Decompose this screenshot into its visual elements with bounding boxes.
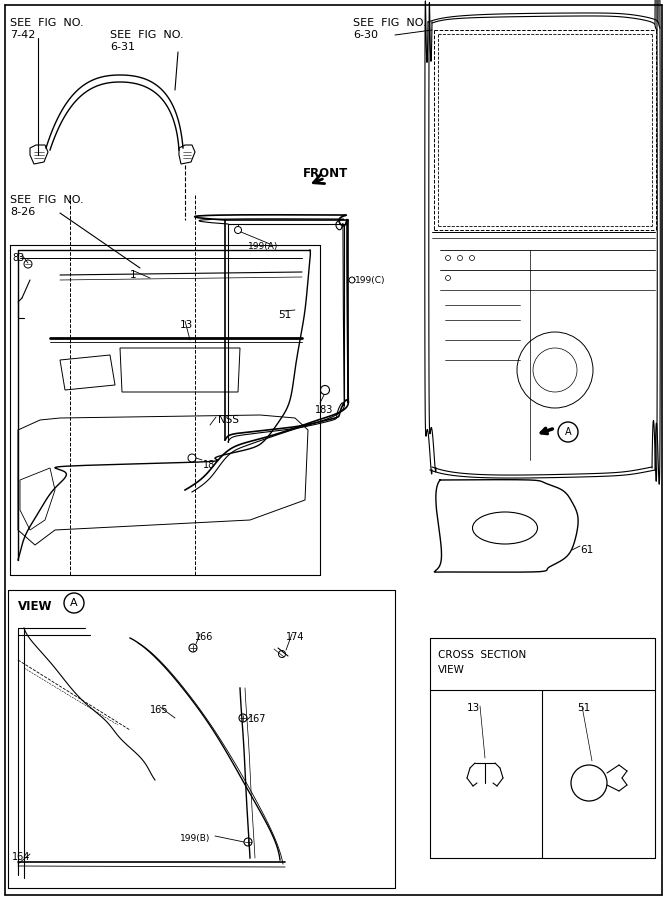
Text: FRONT: FRONT — [303, 167, 348, 180]
Text: CROSS  SECTION: CROSS SECTION — [438, 650, 526, 660]
Text: 18: 18 — [203, 460, 215, 470]
Text: 199(A): 199(A) — [248, 242, 278, 251]
Text: SEE  FIG  NO.: SEE FIG NO. — [10, 195, 83, 205]
Text: 7-42: 7-42 — [10, 30, 35, 40]
Text: 51: 51 — [278, 310, 291, 320]
Text: 165: 165 — [150, 705, 169, 715]
Text: 6-31: 6-31 — [110, 42, 135, 52]
Text: 166: 166 — [195, 632, 213, 642]
Text: 8-26: 8-26 — [10, 207, 35, 217]
Text: 13: 13 — [467, 703, 480, 713]
Text: 6-30: 6-30 — [353, 30, 378, 40]
Text: 13: 13 — [180, 320, 193, 330]
Text: NSS: NSS — [218, 415, 239, 425]
Text: 174: 174 — [286, 632, 305, 642]
Text: 167: 167 — [248, 714, 267, 724]
Text: 1: 1 — [130, 270, 137, 280]
Text: 61: 61 — [580, 545, 593, 555]
Text: 183: 183 — [315, 405, 334, 415]
Text: 51: 51 — [577, 703, 590, 713]
Text: 164: 164 — [12, 852, 31, 862]
Text: VIEW: VIEW — [438, 665, 465, 675]
Text: 83: 83 — [12, 253, 24, 263]
Text: A: A — [70, 598, 78, 608]
Text: 199(B): 199(B) — [180, 834, 210, 843]
Text: SEE  FIG  NO.: SEE FIG NO. — [110, 30, 183, 40]
Text: 199(C): 199(C) — [355, 276, 386, 285]
Text: SEE  FIG  NO.: SEE FIG NO. — [10, 18, 83, 28]
Text: SEE  FIG  NO.: SEE FIG NO. — [353, 18, 427, 28]
Text: A: A — [565, 427, 572, 437]
Text: VIEW: VIEW — [18, 600, 53, 613]
